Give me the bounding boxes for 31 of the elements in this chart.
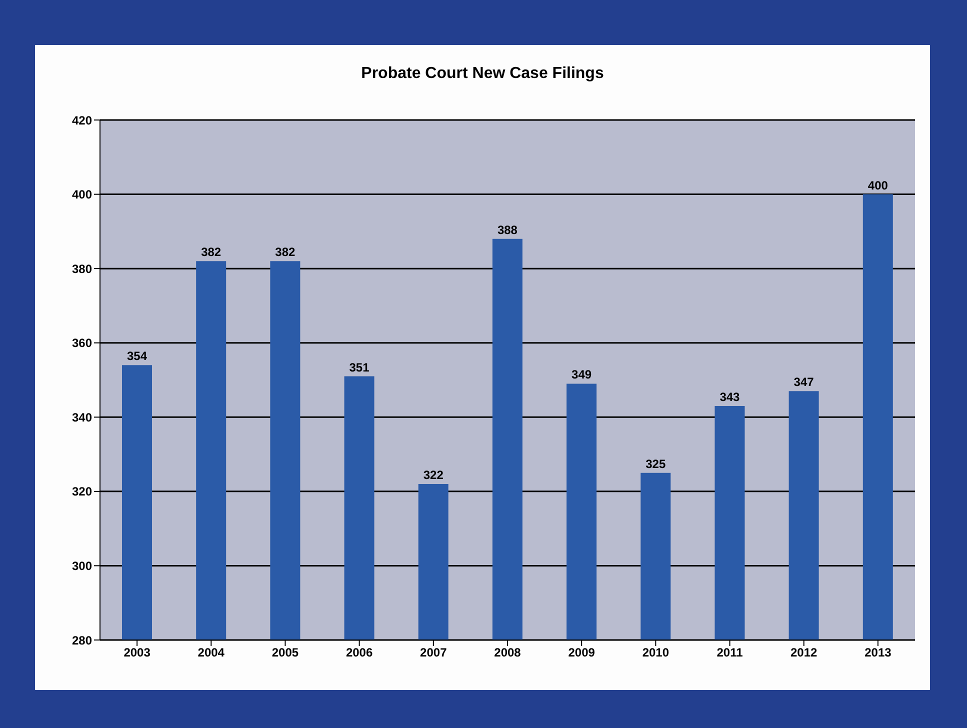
x-tick-label: 2009 [568,646,596,660]
y-tick-label: 320 [72,484,92,499]
y-tick-label: 380 [72,262,92,276]
x-tick-label: 2006 [346,646,373,660]
x-tick-label: 2011 [716,646,744,660]
x-tick-label: 2007 [420,646,448,660]
y-tick-label: 420 [72,113,92,128]
x-tick-label: 2005 [272,646,299,660]
y-tick-label: 280 [72,633,92,648]
data-label: 325 [646,456,666,471]
data-label: 382 [201,245,222,260]
x-tick-label: 2003 [124,646,151,660]
data-label: 347 [794,375,814,390]
data-label: 400 [868,178,888,192]
data-label: 382 [275,245,296,260]
data-label: 388 [497,222,518,237]
y-tick-label: 340 [72,410,92,424]
data-label: 351 [349,360,370,374]
y-tick-label: 360 [72,336,92,350]
x-tick-label: 2010 [642,646,670,660]
x-tick-label: 2004 [198,646,225,660]
x-tick-label: 2012 [790,646,818,660]
data-label: 349 [572,368,592,382]
x-tick-label: 2013 [864,646,892,660]
y-tick-label: 300 [72,558,92,573]
data-label: 354 [126,349,148,364]
x-tick-label: 2008 [494,646,522,660]
chart-title: Probate Court New Case Filings [360,65,605,83]
data-label: 322 [423,468,444,482]
data-label: 343 [720,390,740,404]
y-tick-label: 400 [72,188,92,202]
